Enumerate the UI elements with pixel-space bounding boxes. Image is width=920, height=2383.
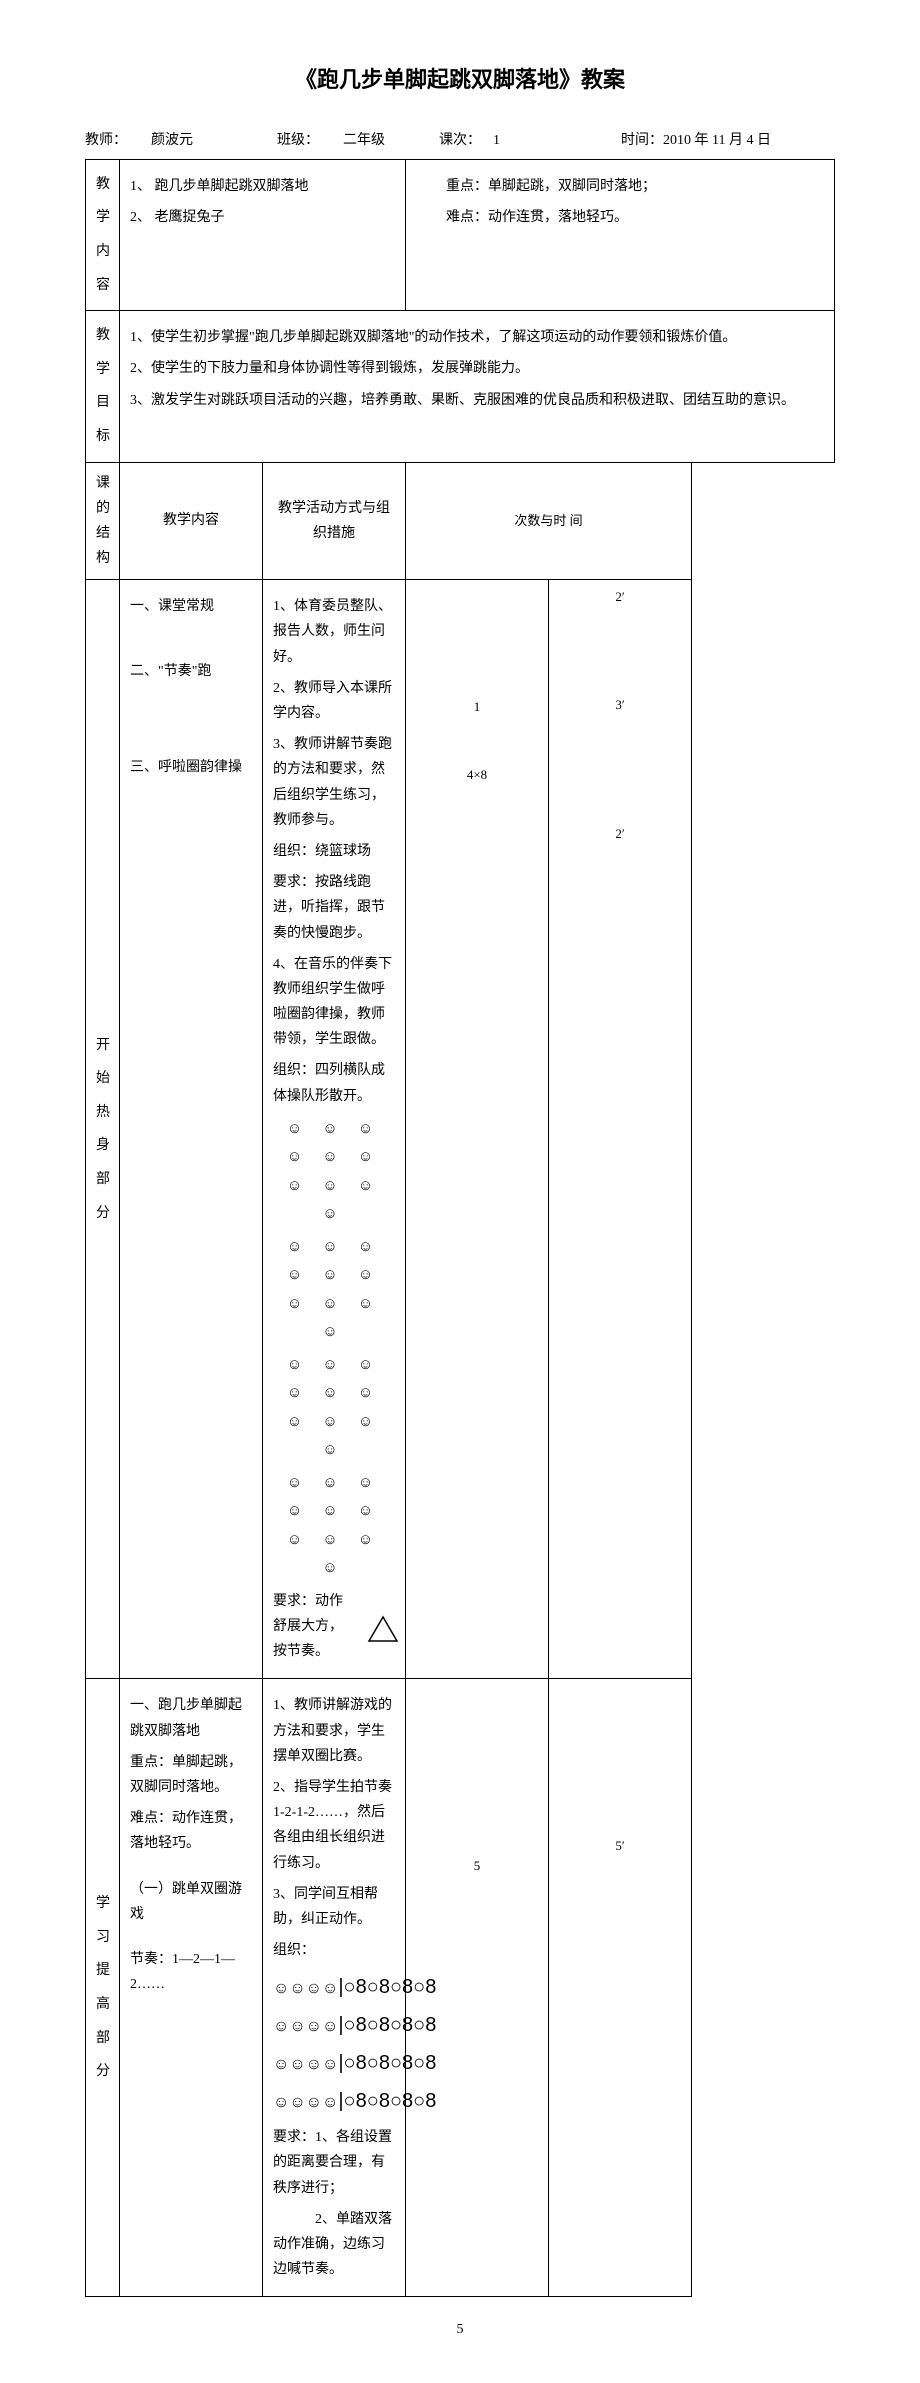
lesson-value: 1 — [493, 133, 500, 148]
teaching-content-left: 1、 跑几步单脚起跳双脚落地 2、 老鹰捉兔子 — [120, 159, 406, 310]
time-value: 2010 年 11 月 4 日 — [663, 128, 771, 153]
study-req-2: 2、单踏双落动作准确，边练习边喊节奏。 — [273, 2207, 395, 2283]
study-act-3: 3、同学间互相帮助，纠正动作。 — [273, 1882, 395, 1932]
time-label: 时间： — [621, 128, 663, 153]
teaching-content-right: 重点：单脚起跳，双脚同时落地； 难点：动作连贯，落地轻巧。 — [406, 159, 835, 310]
study-activities: 1、教师讲解游戏的方法和要求，学生摆单双圈比赛。 2、指导学生拍节奏 1-2-1… — [263, 1679, 406, 2297]
study-act-2: 2、指导学生拍节奏 1-2-1-2……，然后各组由组长组织进行练习。 — [273, 1775, 395, 1876]
warmup-time-1: 2′ — [559, 588, 681, 606]
warmup-act-2: 2、教师导入本课所学内容。 — [273, 676, 395, 726]
warmup-item-1: 一、课堂常规 — [130, 594, 252, 619]
teacher-value: 颜波元 — [151, 133, 193, 148]
teacher-label: 教师： — [85, 128, 127, 153]
lesson-plan-table: 教学内容 1、 跑几步单脚起跳双脚落地 2、 老鹰捉兔子 重点：单脚起跳，双脚同… — [85, 159, 835, 2298]
study-time-1: 5′ — [559, 1837, 681, 1855]
goal-1: 1、使学生初步掌握"跑几步单脚起跳双脚落地"的动作技术，了解这项运动的动作要领和… — [130, 325, 824, 350]
warmup-time-2: 3′ — [559, 696, 681, 714]
study-act-1: 1、教师讲解游戏的方法和要求，学生摆单双圈比赛。 — [273, 1693, 395, 1769]
study-req-1: 要求：1、各组设置的距离要合理，有秩序进行； — [273, 2125, 395, 2201]
meta-row: 教师： 颜波元 班级： 二年级 课次： 1 时间： 2010 年 11 月 4 … — [85, 128, 835, 153]
class-label: 班级： — [277, 128, 319, 153]
warmup-item-3: 三、呼啦圈韵律操 — [130, 755, 252, 780]
teaching-goals: 1、使学生初步掌握"跑几步单脚起跳双脚落地"的动作技术，了解这项运动的动作要领和… — [120, 311, 835, 462]
goal-3: 3、激发学生对跳跃项目活动的兴趣，培养勇敢、果断、克服困难的优良品质和积极进取、… — [130, 388, 824, 413]
triangle-icon — [367, 1615, 395, 1639]
study-item-2: 重点：单脚起跳，双脚同时落地。 — [130, 1750, 252, 1800]
key-point: 重点：单脚起跳，双脚同时落地； — [416, 174, 824, 199]
warmup-act-1: 1、体育委员整队、报告人数，师生问好。 — [273, 594, 395, 670]
warmup-activities: 1、体育委员整队、报告人数，师生问好。 2、教师导入本课所学内容。 3、教师讲解… — [263, 580, 406, 1679]
warmup-requirement: 要求：动作舒展大方，按节奏。 — [273, 1589, 395, 1665]
section-label-warmup: 开始热身部分 — [86, 580, 120, 1679]
section-label-content: 教学内容 — [86, 159, 120, 310]
goal-2: 2、使学生的下肢力量和身体协调性等得到锻炼，发展弹跳能力。 — [130, 356, 824, 381]
pattern-row-1: ☺☺☺☺|○8○8○8○8 — [273, 1969, 395, 2005]
section-label-study: 学习提高部分 — [86, 1679, 120, 2297]
page-number: 5 — [85, 2317, 835, 2342]
study-act-4: 组织： — [273, 1938, 395, 1963]
warmup-act-4: 组织：绕篮球场 — [273, 839, 395, 864]
warmup-act-3: 3、教师讲解节奏跑的方法和要求，然后组织学生练习，教师参与。 — [273, 732, 395, 833]
warmup-time-3: 2′ — [559, 825, 681, 843]
formation-row-3: ☺ ☺ ☺ ☺ ☺ ☺ ☺ ☺ ☺ ☺ — [273, 1351, 395, 1465]
warmup-count-1: 1 — [416, 698, 538, 716]
header-count-time: 次数与时 间 — [406, 462, 692, 580]
lesson-label: 课次： — [439, 128, 481, 153]
warmup-act-7: 组织：四列横队成体操队形散开。 — [273, 1058, 395, 1108]
study-content: 一、跑几步单脚起跳双脚落地 重点：单脚起跳，双脚同时落地。 难点：动作连贯，落地… — [120, 1679, 263, 2297]
formation-row-2: ☺ ☺ ☺ ☺ ☺ ☺ ☺ ☺ ☺ ☺ — [273, 1233, 395, 1347]
study-item-1: 一、跑几步单脚起跳双脚落地 — [130, 1693, 252, 1743]
warmup-item-2: 二、"节奏"跑 — [130, 659, 252, 684]
warmup-times: 2′ 3′ 2′ — [549, 580, 692, 1679]
study-item-3: 难点：动作连贯，落地轻巧。 — [130, 1806, 252, 1856]
content-item-1: 1、 跑几步单脚起跳双脚落地 — [130, 174, 395, 199]
page-title: 《跑几步单脚起跳双脚落地》教案 — [85, 60, 835, 100]
study-item-5: 节奏：1—2—1—2…… — [130, 1947, 252, 1997]
study-times: 5′ — [549, 1679, 692, 2297]
warmup-act-5: 要求：按路线跑进，听指挥，跟节奏的快慢跑步。 — [273, 870, 395, 946]
class-value: 二年级 — [343, 133, 385, 148]
header-content: 教学内容 — [120, 462, 263, 580]
warmup-content: 一、课堂常规 二、"节奏"跑 三、呼啦圈韵律操 — [120, 580, 263, 1679]
formation-row-4: ☺ ☺ ☺ ☺ ☺ ☺ ☺ ☺ ☺ ☺ — [273, 1469, 395, 1583]
formation-row-1: ☺ ☺ ☺ ☺ ☺ ☺ ☺ ☺ ☺ ☺ — [273, 1115, 395, 1229]
section-label-goals: 教学目标 — [86, 311, 120, 462]
warmup-act-6: 4、在音乐的伴奏下教师组织学生做呼啦圈韵律操，教师带领，学生跟做。 — [273, 952, 395, 1053]
difficult-point: 难点：动作连贯，落地轻巧。 — [416, 205, 824, 230]
header-activities: 教学活动方式与组织措施 — [263, 462, 406, 580]
header-structure: 课的结构 — [86, 462, 120, 580]
pattern-row-4: ☺☺☺☺|○8○8○8○8 — [273, 2083, 395, 2119]
study-count-1: 5 — [416, 1857, 538, 1875]
pattern-row-2: ☺☺☺☺|○8○8○8○8 — [273, 2007, 395, 2043]
warmup-counts: 1 4×8 — [406, 580, 549, 1679]
content-item-2: 2、 老鹰捉兔子 — [130, 205, 395, 230]
pattern-row-3: ☺☺☺☺|○8○8○8○8 — [273, 2045, 395, 2081]
warmup-count-2: 4×8 — [416, 766, 538, 784]
study-item-4: （一）跳单双圈游戏 — [130, 1877, 252, 1927]
warmup-req-text: 要求：动作舒展大方，按节奏。 — [273, 1589, 353, 1665]
